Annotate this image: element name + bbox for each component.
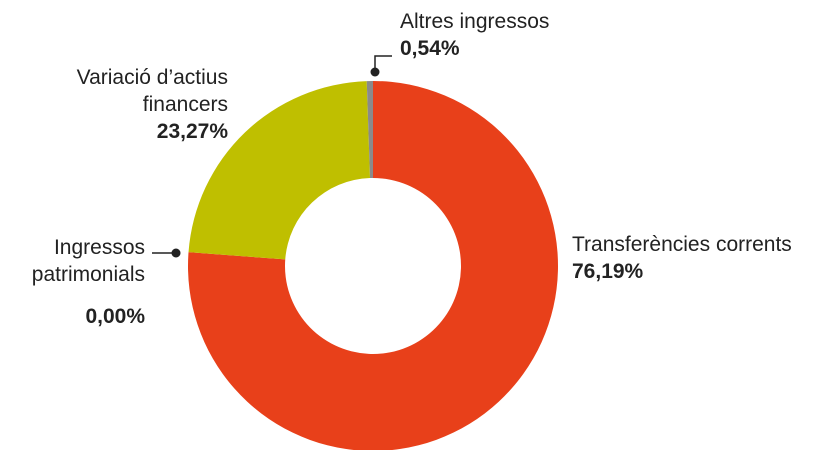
- leader-line: [374, 55, 392, 72]
- slice-label: Transferències corrents 76,19%: [572, 231, 834, 285]
- slice-label: Ingressos patrimonials 0,00%: [20, 234, 145, 330]
- slice-value: 0,54%: [400, 37, 460, 60]
- slice-name: Altres ingressos: [400, 10, 550, 33]
- slice-name: Transferències corrents: [572, 233, 792, 256]
- donut-slice: [188, 81, 371, 260]
- slice-label: Altres ingressos 0,54%: [400, 8, 600, 62]
- slice-value: 23,27%: [156, 120, 228, 143]
- leader-dot: [370, 67, 380, 77]
- donut-slice: [366, 81, 373, 179]
- slice-value: 76,19%: [572, 260, 644, 283]
- slice-name: Variació d’actius financers: [76, 66, 228, 116]
- slice-label: Variació d’actius financers 23,27%: [20, 64, 228, 145]
- slice-value: 0,00%: [85, 305, 145, 328]
- donut-slice: [188, 81, 558, 450]
- slice-name: Ingressos patrimonials: [31, 236, 145, 286]
- slices: [188, 81, 558, 450]
- leader-dot: [171, 248, 181, 258]
